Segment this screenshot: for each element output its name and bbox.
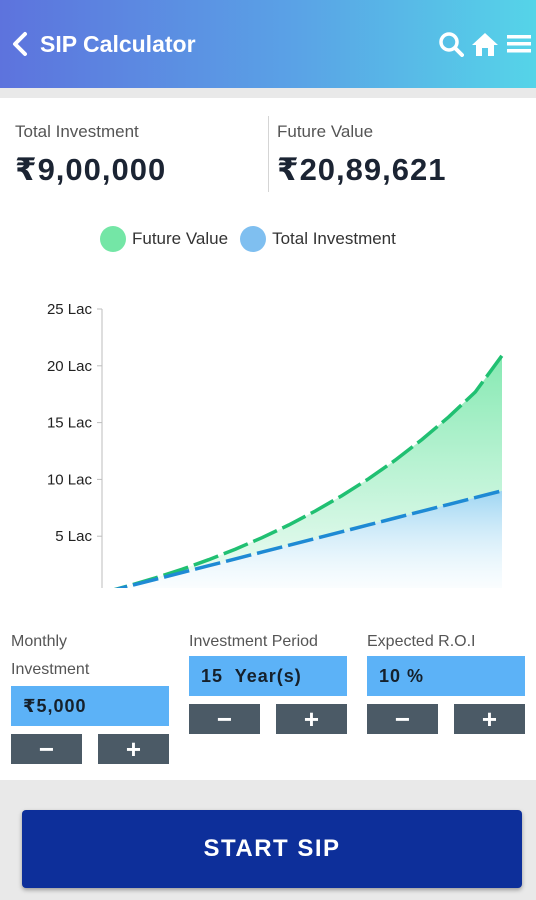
legend-item-future-value: Future Value	[100, 226, 228, 252]
y-tick-label: 0	[84, 585, 92, 588]
total-investment-label: Total Investment	[15, 122, 139, 141]
menu-button[interactable]	[502, 24, 536, 64]
total-investment-line	[114, 489, 503, 588]
roi-increase-button[interactable]: +	[454, 704, 525, 734]
menu-icon	[507, 35, 531, 53]
investment-period-label: Investment Period	[189, 633, 318, 650]
expected-roi-label: Expected R.O.I	[367, 633, 476, 650]
investment-period-control: Investment Period 15 Year(s) − +	[189, 628, 347, 734]
legend-swatch	[240, 226, 267, 252]
app-bar: SIP Calculator	[0, 0, 536, 88]
back-button[interactable]	[0, 0, 40, 88]
legend-swatch	[100, 226, 126, 252]
period-decrease-button[interactable]: −	[189, 704, 260, 734]
search-button[interactable]	[434, 24, 468, 64]
future-value-summary: Future Value ₹20,89,621	[277, 122, 446, 188]
future-value-value: ₹20,89,621	[277, 152, 447, 187]
chart-legend: Future Value Total Investment	[100, 226, 408, 252]
future-value-line	[113, 354, 504, 588]
legend-label: Future Value	[132, 229, 229, 248]
expected-roi-field[interactable]: 10 %	[367, 656, 525, 696]
future-value-label: Future Value	[277, 122, 374, 141]
y-tick-label: 10 Lac	[47, 471, 93, 488]
period-increase-button[interactable]: +	[276, 704, 347, 734]
legend-item-total-investment: Total Investment	[240, 226, 396, 252]
legend-label: Total Investment	[272, 229, 396, 248]
monthly-increase-button[interactable]: +	[98, 734, 169, 764]
summary-divider	[268, 116, 269, 192]
chevron-left-icon	[13, 32, 27, 56]
total-investment-value: ₹9,00,000	[15, 152, 167, 187]
monthly-investment-control: Monthly Investment ₹5,000 − +	[11, 628, 169, 764]
home-icon	[472, 33, 498, 56]
investment-period-field[interactable]: 15 Year(s)	[189, 656, 347, 696]
future-value-area	[120, 355, 502, 588]
monthly-investment-label: Monthly Investment	[11, 633, 90, 678]
monthly-investment-field[interactable]: ₹5,000	[11, 686, 169, 726]
y-tick-label: 5 Lac	[55, 528, 92, 545]
y-tick-label: 15 Lac	[47, 415, 93, 432]
y-tick-label: 20 Lac	[47, 358, 93, 375]
search-icon	[439, 32, 464, 57]
start-sip-button[interactable]: START SIP	[22, 810, 522, 888]
calculator-card: Total Investment ₹9,00,000 Future Value …	[0, 98, 536, 780]
summary-panel: Total Investment ₹9,00,000 Future Value …	[0, 98, 536, 198]
monthly-decrease-button[interactable]: −	[11, 734, 82, 764]
total-investment-summary: Total Investment ₹9,00,000	[15, 122, 166, 188]
home-button[interactable]	[468, 24, 502, 64]
y-tick-label: 25 Lac	[47, 301, 93, 318]
roi-decrease-button[interactable]: −	[367, 704, 438, 734]
expected-roi-control: Expected R.O.I 10 % − +	[367, 628, 525, 734]
page-title: SIP Calculator	[40, 30, 196, 57]
